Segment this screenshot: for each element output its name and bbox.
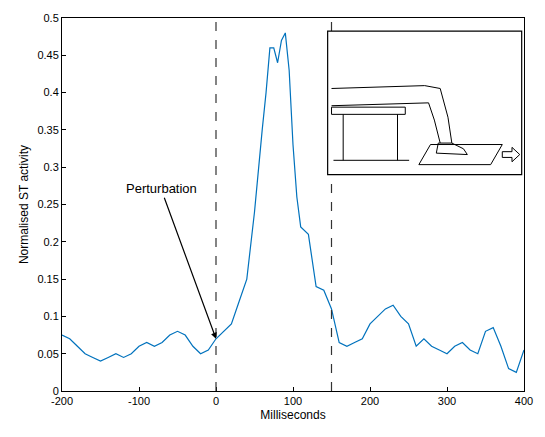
svg-text:0.25: 0.25	[37, 198, 58, 210]
svg-text:0.45: 0.45	[37, 49, 58, 61]
svg-text:0.4: 0.4	[44, 86, 59, 98]
svg-text:0.35: 0.35	[37, 124, 58, 136]
svg-text:300: 300	[438, 395, 456, 407]
svg-text:0: 0	[213, 395, 219, 407]
svg-text:400: 400	[515, 395, 533, 407]
svg-text:0.2: 0.2	[44, 236, 59, 248]
svg-text:-200: -200	[51, 395, 73, 407]
svg-text:200: 200	[361, 395, 379, 407]
svg-text:0.15: 0.15	[37, 273, 58, 285]
svg-text:Normalised ST activity: Normalised ST activity	[17, 145, 31, 264]
svg-text:0.05: 0.05	[37, 348, 58, 360]
svg-text:0.5: 0.5	[44, 12, 59, 24]
svg-text:0.1: 0.1	[44, 310, 59, 322]
svg-text:-100: -100	[128, 395, 150, 407]
svg-text:Milliseconds: Milliseconds	[260, 408, 325, 422]
svg-text:100: 100	[284, 395, 302, 407]
svg-text:0.3: 0.3	[44, 161, 59, 173]
svg-text:Perturbation: Perturbation	[126, 181, 197, 196]
svg-text:0: 0	[53, 385, 59, 397]
